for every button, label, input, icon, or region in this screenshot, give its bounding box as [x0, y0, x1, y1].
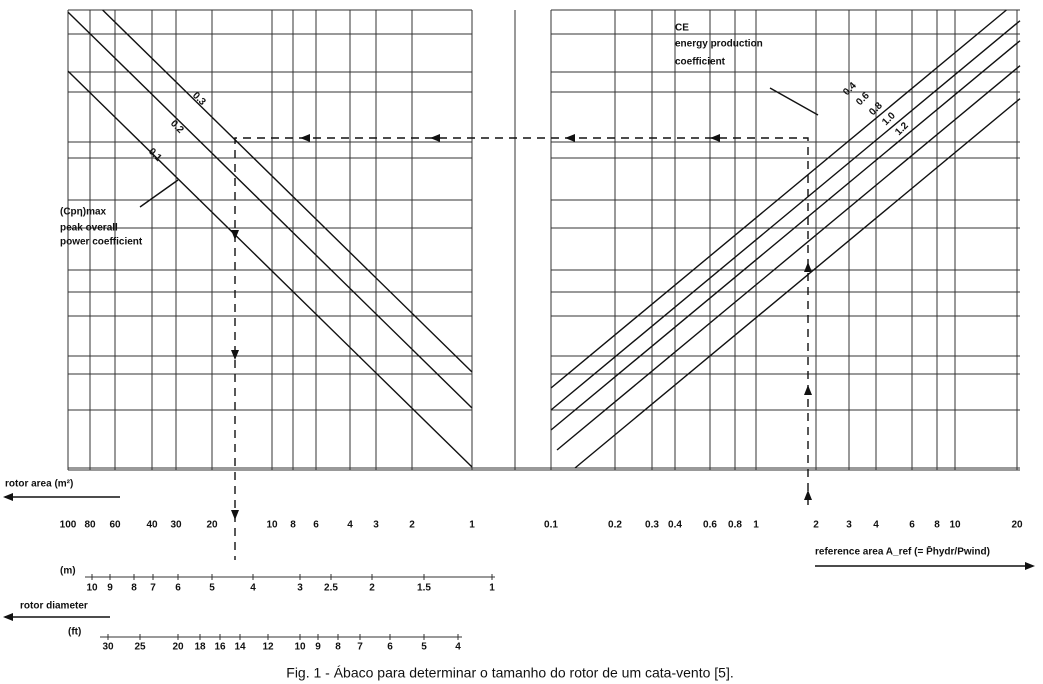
area-tick: 3: [373, 520, 379, 531]
cp-symbol: (Cpη)max: [60, 207, 107, 218]
arrow-head: [3, 493, 13, 501]
m-tick: 9: [107, 583, 113, 594]
ft-tick: 5: [421, 642, 427, 653]
cp-text: peak overall: [60, 223, 118, 234]
m-tick: 1.5: [417, 583, 431, 594]
m-tick: 2: [369, 583, 375, 594]
arrow-head: [300, 134, 310, 142]
m-unit: (m): [60, 566, 76, 577]
area-tick: 60: [109, 520, 121, 531]
ft-tick: 7: [357, 642, 363, 653]
ref-tick: 0.8: [728, 520, 742, 531]
ref-tick: 10: [949, 520, 961, 531]
area-tick: 30: [170, 520, 182, 531]
cp-curve: [67, 70, 473, 468]
m-tick: 8: [131, 583, 137, 594]
arrow-head: [804, 262, 812, 272]
m-tick: 2.5: [324, 583, 338, 594]
ft-tick: 30: [102, 642, 114, 653]
area-tick: 1: [469, 520, 475, 531]
ce-curve-label: 0.4: [841, 80, 859, 98]
area-label: rotor area (m²): [5, 479, 73, 490]
cp-curve: [102, 9, 473, 373]
arrow-head: [804, 385, 812, 395]
arrow-head: [565, 134, 575, 142]
ft-tick: 20: [172, 642, 184, 653]
ref-tick: 8: [934, 520, 940, 531]
arrow-head: [231, 230, 239, 240]
m-tick: 10: [86, 583, 98, 594]
area-tick: 6: [313, 520, 319, 531]
ft-tick: 25: [134, 642, 146, 653]
area-tick: 100: [60, 520, 77, 531]
ce-curve-label: 1.2: [893, 120, 911, 138]
ft-tick: 10: [294, 642, 306, 653]
cp-text: power coefficient: [60, 237, 143, 248]
m-tick: 5: [209, 583, 215, 594]
m-tick: 7: [150, 583, 156, 594]
ref-label: reference area A_ref (= P̄hydr/Pwind): [815, 545, 990, 557]
ce-curve-label: 0.6: [854, 90, 872, 108]
m-tick: 3: [297, 583, 303, 594]
area-tick: 2: [409, 520, 415, 531]
pointer: [139, 179, 179, 208]
area-tick: 40: [146, 520, 158, 531]
ref-tick: 4: [873, 520, 879, 531]
ref-tick: 0.6: [703, 520, 717, 531]
area-tick: 80: [84, 520, 96, 531]
ref-tick: 3: [846, 520, 852, 531]
ft-tick: 4: [455, 642, 461, 653]
ce-curve: [550, 20, 1021, 411]
area-tick: 8: [290, 520, 296, 531]
ce-curve-label: 0.8: [867, 100, 885, 118]
ft-tick: 8: [335, 642, 341, 653]
ref-tick: 0.4: [668, 520, 682, 531]
ft-tick: 14: [234, 642, 246, 653]
ft-tick: 9: [315, 642, 321, 653]
ft-tick: 18: [194, 642, 206, 653]
arrow-head: [1025, 562, 1035, 570]
ce-curve: [556, 65, 1021, 451]
m-tick: 1: [489, 583, 495, 594]
ref-tick: 6: [909, 520, 915, 531]
dashed-route: [234, 137, 809, 560]
arrow-head: [710, 134, 720, 142]
ft-tick: 6: [387, 642, 393, 653]
area-tick: 10: [266, 520, 278, 531]
ce-curve: [574, 98, 1021, 469]
caption: Fig. 1 - Ábaco para determinar o tamanho…: [286, 665, 733, 681]
ref-tick: 2: [813, 520, 819, 531]
ce-curve: [550, 9, 1007, 389]
cp-curve-label: 0.2: [168, 118, 186, 136]
ce-text: coefficient: [675, 57, 726, 68]
ce-text: energy production: [675, 39, 763, 50]
area-tick: 20: [206, 520, 218, 531]
arrow-head: [430, 134, 440, 142]
ref-tick: 1: [753, 520, 759, 531]
pointer: [769, 87, 819, 116]
ce-curve: [550, 40, 1021, 431]
diameter-label: rotor diameter: [20, 601, 88, 612]
ce-symbol: CE: [675, 23, 689, 34]
cp-curve: [67, 11, 473, 409]
ft-unit: (ft): [68, 627, 81, 638]
ft-tick: 12: [262, 642, 274, 653]
arrow-head: [231, 510, 239, 520]
ref-tick: 0.3: [645, 520, 659, 531]
m-tick: 4: [250, 583, 256, 594]
m-tick: 6: [175, 583, 181, 594]
ft-tick: 16: [214, 642, 226, 653]
arrow-head: [231, 350, 239, 360]
cp-curve-label: 0.1: [146, 146, 164, 164]
ref-tick: 0.1: [544, 520, 558, 531]
ref-tick: 0.2: [608, 520, 622, 531]
ref-tick: 20: [1011, 520, 1023, 531]
area-tick: 4: [347, 520, 353, 531]
arrow-head: [804, 490, 812, 500]
cp-curve-label: 0.3: [190, 90, 208, 108]
arrow-head: [3, 613, 13, 621]
